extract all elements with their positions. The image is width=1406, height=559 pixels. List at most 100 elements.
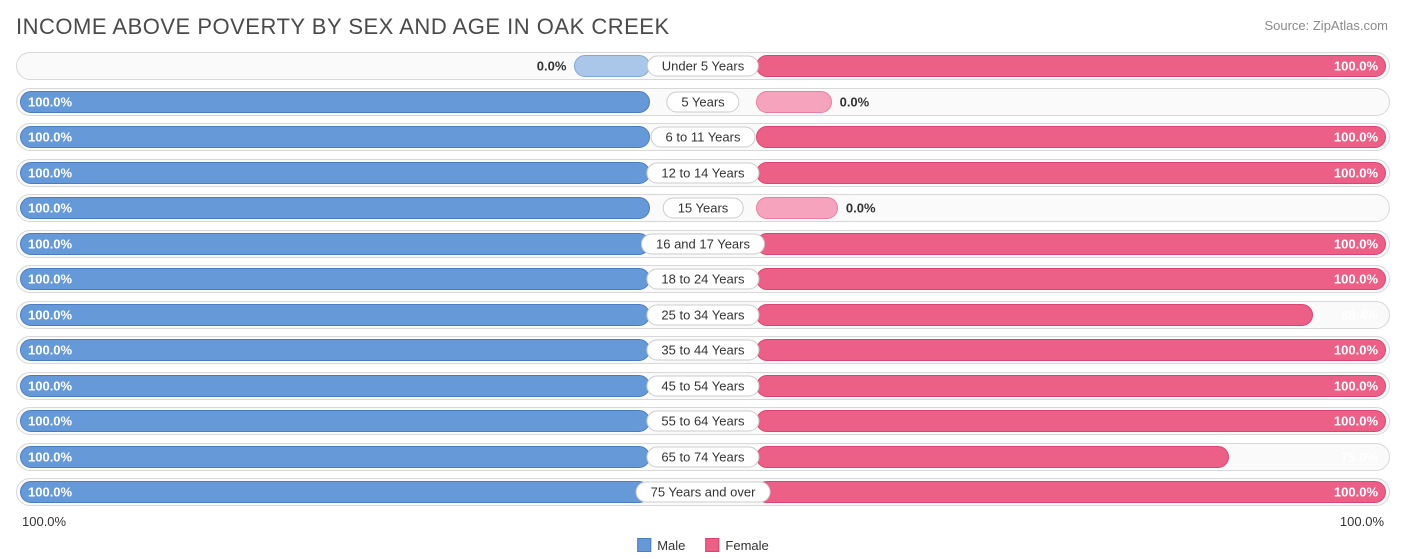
male-value: 100.0% — [28, 307, 72, 322]
male-value: 0.0% — [537, 59, 567, 74]
female-half: 88.4% — [756, 304, 1386, 326]
category-label: 6 to 11 Years — [651, 127, 756, 148]
female-value: 100.0% — [1334, 165, 1378, 180]
female-swatch-icon — [705, 538, 719, 552]
male-half: 100.0% — [20, 304, 650, 326]
male-swatch-icon — [637, 538, 651, 552]
male-half: 100.0% — [20, 91, 650, 113]
female-half: 100.0% — [756, 162, 1386, 184]
female-value: 75.0% — [1341, 449, 1378, 464]
female-value: 0.0% — [840, 94, 870, 109]
female-value: 100.0% — [1334, 414, 1378, 429]
female-bar — [756, 375, 1386, 397]
category-label: 18 to 24 Years — [646, 269, 759, 290]
male-value: 100.0% — [28, 94, 72, 109]
female-half: 100.0% — [756, 126, 1386, 148]
female-value: 0.0% — [846, 201, 876, 216]
female-bar — [756, 91, 832, 113]
category-label: 5 Years — [666, 91, 739, 112]
male-bar — [20, 410, 650, 432]
category-label: 45 to 54 Years — [646, 375, 759, 396]
chart-row: 100.0% 0.0% 5 Years — [16, 88, 1390, 116]
female-bar — [756, 304, 1313, 326]
male-half: 100.0% — [20, 126, 650, 148]
male-value: 100.0% — [28, 485, 72, 500]
chart-row: 100.0% 100.0% 18 to 24 Years — [16, 265, 1390, 293]
male-value: 100.0% — [28, 414, 72, 429]
male-bar — [574, 55, 650, 77]
chart-row: 0.0% 100.0% Under 5 Years — [16, 52, 1390, 80]
female-value: 100.0% — [1334, 343, 1378, 358]
chart-row: 100.0% 75.0% 65 to 74 Years — [16, 443, 1390, 471]
female-bar — [756, 268, 1386, 290]
chart-source: Source: ZipAtlas.com — [1264, 18, 1388, 33]
male-bar — [20, 446, 650, 468]
male-bar — [20, 91, 650, 113]
category-label: 75 Years and over — [636, 482, 771, 503]
category-label: 65 to 74 Years — [646, 446, 759, 467]
category-label: 25 to 34 Years — [646, 304, 759, 325]
chart-row: 100.0%100.0%45 to 54 Years — [16, 372, 1390, 400]
male-half: 0.0% — [20, 55, 650, 77]
female-bar — [756, 126, 1386, 148]
female-value: 100.0% — [1334, 378, 1378, 393]
chart-row: 100.0% 100.0% 75 Years and over — [16, 478, 1390, 506]
category-label: 15 Years — [663, 198, 744, 219]
male-bar — [20, 304, 650, 326]
female-bar — [756, 410, 1386, 432]
female-value: 100.0% — [1334, 272, 1378, 287]
female-bar — [756, 55, 1386, 77]
category-label: Under 5 Years — [647, 56, 759, 77]
male-half: 100.0% — [20, 197, 650, 219]
female-bar — [756, 162, 1386, 184]
female-value: 100.0% — [1334, 485, 1378, 500]
chart-row: 100.0% 100.0% 6 to 11 Years — [16, 123, 1390, 151]
female-half: 100.0% — [756, 339, 1386, 361]
female-value: 100.0% — [1334, 130, 1378, 145]
legend-male-label: Male — [657, 538, 685, 553]
male-bar — [20, 197, 650, 219]
axis-right-label: 100.0% — [1340, 514, 1384, 529]
category-label: 12 to 14 Years — [646, 162, 759, 183]
male-half: 100.0% — [20, 268, 650, 290]
category-label: 35 to 44 Years — [646, 340, 759, 361]
male-bar — [20, 268, 650, 290]
female-value: 100.0% — [1334, 59, 1378, 74]
chart-row: 100.0% 100.0% 12 to 14 Years — [16, 159, 1390, 187]
female-half: 100.0% — [756, 268, 1386, 290]
legend-male: Male — [637, 538, 685, 553]
male-half: 100.0% — [20, 481, 650, 503]
female-half: 100.0% — [756, 481, 1386, 503]
female-half: 100.0% — [756, 410, 1386, 432]
female-half: 0.0% — [756, 91, 1386, 113]
chart-row: 100.0% 88.4%25 to 34 Years — [16, 301, 1390, 329]
chart-row: 100.0%100.0%55 to 64 Years — [16, 407, 1390, 435]
legend: Male Female — [637, 538, 769, 553]
male-value: 100.0% — [28, 449, 72, 464]
male-half: 100.0% — [20, 233, 650, 255]
axis-left-label: 100.0% — [22, 514, 66, 529]
female-half: 75.0% — [756, 446, 1386, 468]
chart-row: 100.0% 0.0% 15 Years — [16, 194, 1390, 222]
male-value: 100.0% — [28, 130, 72, 145]
female-half: 100.0% — [756, 375, 1386, 397]
male-value: 100.0% — [28, 272, 72, 287]
female-value: 100.0% — [1334, 236, 1378, 251]
male-bar — [20, 481, 650, 503]
male-half: 100.0% — [20, 446, 650, 468]
female-bar — [756, 197, 838, 219]
female-bar — [756, 446, 1229, 468]
chart-row: 100.0%100.0%16 and 17 Years — [16, 230, 1390, 258]
male-value: 100.0% — [28, 201, 72, 216]
male-bar — [20, 126, 650, 148]
legend-female-label: Female — [725, 538, 768, 553]
male-bar — [20, 339, 650, 361]
female-half: 100.0% — [756, 55, 1386, 77]
male-bar — [20, 162, 650, 184]
male-value: 100.0% — [28, 236, 72, 251]
male-bar — [20, 375, 650, 397]
male-half: 100.0% — [20, 375, 650, 397]
legend-female: Female — [705, 538, 768, 553]
chart-title: INCOME ABOVE POVERTY BY SEX AND AGE IN O… — [16, 14, 670, 40]
male-value: 100.0% — [28, 165, 72, 180]
